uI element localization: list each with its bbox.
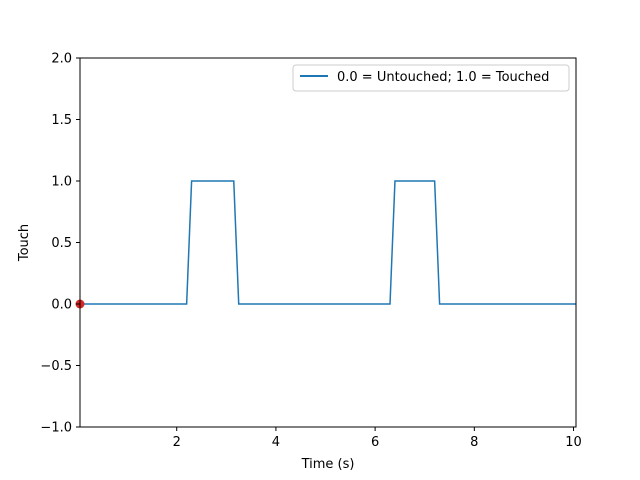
series-line xyxy=(80,180,576,305)
y-tick-label: 2.0 xyxy=(51,52,72,67)
y-tick-label: −0.5 xyxy=(40,359,72,374)
legend: 0.0 = Untouched; 1.0 = Touched xyxy=(292,64,570,92)
y-tick-label: 1.0 xyxy=(51,175,72,190)
y-tick-label: 0.5 xyxy=(51,236,72,251)
legend-box xyxy=(292,64,570,92)
x-tick-label: 4 xyxy=(272,435,280,450)
plot-area xyxy=(80,58,576,427)
x-axis-ticks: 2 4 6 8 10 xyxy=(173,427,582,450)
y-tick-label: 1.5 xyxy=(51,113,72,128)
y-tick-label: 0.0 xyxy=(51,298,72,313)
x-tick-label: 10 xyxy=(565,435,582,450)
legend-label: 0.0 = Untouched; 1.0 = Touched xyxy=(337,70,549,85)
series-layer xyxy=(80,180,576,305)
x-tick-label: 6 xyxy=(371,435,379,450)
x-axis-label: Time (s) xyxy=(301,457,355,472)
y-tick-label: −1.0 xyxy=(40,421,72,436)
x-tick-label: 8 xyxy=(470,435,478,450)
y-axis-label: Touch xyxy=(17,224,32,262)
x-tick-label: 2 xyxy=(173,435,181,450)
y-axis-ticks: −1.0 −0.5 0.0 0.5 1.0 1.5 2.0 xyxy=(40,52,80,436)
